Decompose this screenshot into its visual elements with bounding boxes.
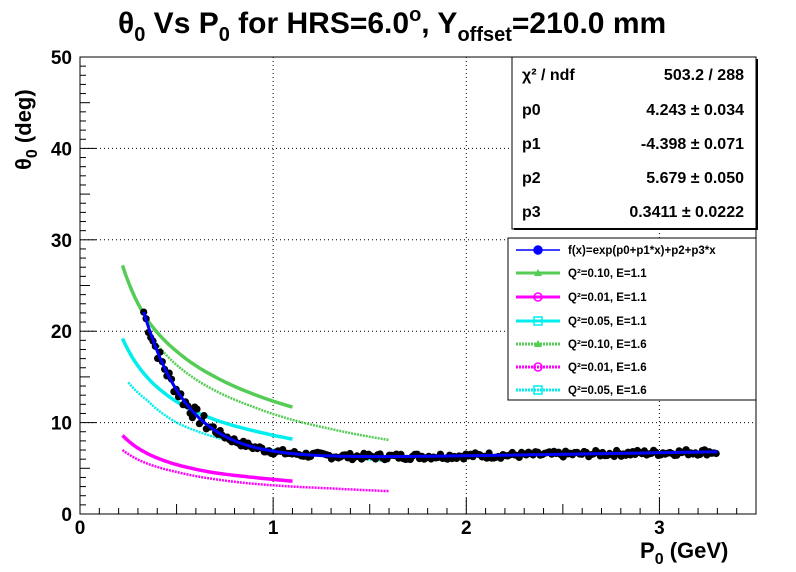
stat-value-p2: 5.679 ± 0.050	[646, 170, 744, 187]
legend-entry-0: f(x)=exp(p0+p1*x)+p2+p3*x	[516, 245, 716, 257]
legend-label: Q²=0.01, E=1.6	[568, 362, 647, 374]
legend-entry-1: Q²=0.10, E=1.1	[516, 268, 647, 280]
y-tick-label: 0	[61, 505, 72, 526]
fit-curve	[142, 311, 718, 459]
stat-key-p3: p3	[522, 204, 541, 221]
y-tick-label: 10	[51, 414, 72, 435]
data-point	[188, 414, 196, 422]
y-tick-label: 40	[51, 139, 72, 160]
legend-marker	[533, 292, 543, 302]
stat-key-p1: p1	[522, 136, 541, 153]
data-point	[193, 405, 201, 413]
chart-title: θ0 Vs P0 for HRS=6.0o, Yoffset=210.0 mm	[118, 4, 666, 46]
y-axis-title: θ0 (deg)	[11, 89, 41, 170]
stat-value-p3: 0.3411 ± 0.0222	[629, 204, 744, 221]
legend-marker	[533, 245, 543, 255]
legend-label: Q²=0.05, E=1.1	[568, 316, 647, 328]
legend-label: Q²=0.05, E=1.6	[568, 385, 647, 397]
legend-label: Q²=0.01, E=1.1	[568, 292, 647, 304]
stat-key-chi2: χ² / ndf	[522, 67, 575, 84]
y-tick-label: 30	[51, 231, 72, 252]
x-tick-label: 0	[75, 518, 86, 539]
stat-key-p2: p2	[522, 170, 541, 187]
legend-marker	[534, 269, 542, 276]
series-line-2	[121, 434, 293, 483]
legend-marker	[533, 316, 543, 326]
legend-label: Q²=0.10, E=1.1	[568, 268, 647, 280]
legend-label: f(x)=exp(p0+p1*x)+p2+p3*x	[568, 245, 716, 257]
stat-value-chi2: 503.2 / 288	[664, 67, 744, 84]
x-tick-label: 3	[654, 518, 665, 539]
fit-line	[142, 311, 718, 459]
legend-marker	[533, 385, 543, 395]
legend-entry-3: Q²=0.05, E=1.1	[516, 316, 647, 328]
series-line-5	[121, 448, 390, 493]
x-axis-title: P0 (GeV)	[640, 538, 728, 568]
series-line-4	[146, 330, 390, 442]
legend-entry-5: Q²=0.01, E=1.6	[516, 362, 647, 374]
stat-key-p0: p0	[522, 102, 541, 119]
fit-stats-box: χ² / ndf 503.2 / 288 p0 4.243 ± 0.034 p1…	[511, 56, 758, 230]
stat-value-p0: 4.243 ± 0.034	[646, 102, 744, 119]
y-tick-label: 50	[51, 48, 72, 69]
x-tick-label: 1	[268, 518, 279, 539]
legend-entry-4: Q²=0.10, E=1.6	[516, 339, 647, 351]
legend-label: Q²=0.10, E=1.6	[568, 339, 647, 351]
legend-entry-2: Q²=0.01, E=1.1	[516, 292, 647, 304]
x-tick-label: 2	[461, 518, 472, 539]
legend-entry-6: Q²=0.05, E=1.6	[516, 385, 647, 397]
y-tick-label: 20	[51, 322, 72, 343]
legend-marker	[533, 362, 543, 372]
legend: f(x)=exp(p0+p1*x)+p2+p3*x Q²=0.10, E=1.1 Q…	[507, 237, 757, 401]
stat-value-p1: -4.398 ± 0.071	[641, 136, 744, 153]
legend-marker	[534, 340, 542, 347]
axis-ticks	[79, 56, 757, 515]
data-point	[200, 412, 208, 420]
